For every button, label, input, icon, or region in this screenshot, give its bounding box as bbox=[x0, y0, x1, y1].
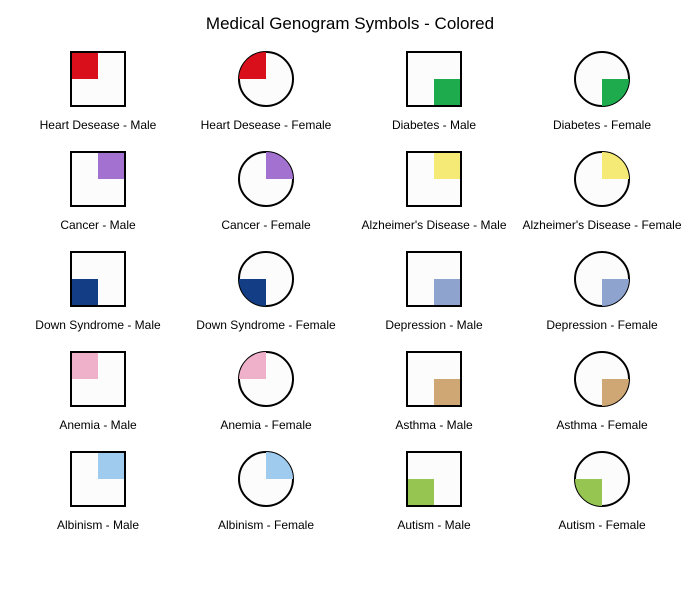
square-icon bbox=[70, 240, 126, 318]
square-icon bbox=[406, 440, 462, 518]
symbol-label: Cancer - Male bbox=[60, 218, 135, 232]
genogram-symbol: Heart Desease - Male bbox=[14, 40, 182, 132]
symbol-label: Heart Desease - Male bbox=[40, 118, 157, 132]
symbol-label: Albinism - Male bbox=[57, 518, 139, 532]
genogram-symbol: Depression - Male bbox=[350, 240, 518, 332]
symbol-label: Alzheimer's Disease - Male bbox=[361, 218, 506, 232]
circle-icon bbox=[574, 140, 630, 218]
genogram-symbol: Anemia - Female bbox=[182, 340, 350, 432]
symbol-label: Autism - Female bbox=[558, 518, 645, 532]
circle-icon bbox=[238, 340, 294, 418]
symbol-label: Diabetes - Male bbox=[392, 118, 476, 132]
page-title: Medical Genogram Symbols - Colored bbox=[0, 0, 700, 40]
symbol-label: Heart Desease - Female bbox=[201, 118, 332, 132]
symbol-label: Alzheimer's Disease - Female bbox=[522, 218, 681, 232]
genogram-symbol: Cancer - Male bbox=[14, 140, 182, 232]
genogram-symbol: Asthma - Male bbox=[350, 340, 518, 432]
square-icon bbox=[70, 140, 126, 218]
symbol-label: Depression - Male bbox=[385, 318, 482, 332]
symbol-label: Anemia - Male bbox=[59, 418, 136, 432]
square-icon bbox=[70, 40, 126, 118]
square-icon bbox=[406, 140, 462, 218]
circle-icon bbox=[574, 440, 630, 518]
symbol-label: Depression - Female bbox=[546, 318, 657, 332]
genogram-symbol: Cancer - Female bbox=[182, 140, 350, 232]
symbol-label: Down Syndrome - Female bbox=[196, 318, 335, 332]
square-icon bbox=[70, 340, 126, 418]
circle-icon bbox=[238, 140, 294, 218]
symbol-label: Down Syndrome - Male bbox=[35, 318, 160, 332]
circle-icon bbox=[238, 240, 294, 318]
genogram-symbol: Alzheimer's Disease - Male bbox=[350, 140, 518, 232]
square-icon bbox=[406, 40, 462, 118]
symbol-label: Anemia - Female bbox=[220, 418, 311, 432]
circle-icon bbox=[574, 340, 630, 418]
square-icon bbox=[406, 340, 462, 418]
square-icon bbox=[406, 240, 462, 318]
genogram-symbol: Autism - Male bbox=[350, 440, 518, 532]
genogram-symbol: Diabetes - Female bbox=[518, 40, 686, 132]
genogram-symbol: Asthma - Female bbox=[518, 340, 686, 432]
symbol-label: Asthma - Male bbox=[395, 418, 472, 432]
square-icon bbox=[70, 440, 126, 518]
genogram-symbol: Heart Desease - Female bbox=[182, 40, 350, 132]
symbol-label: Asthma - Female bbox=[556, 418, 647, 432]
genogram-symbol: Down Syndrome - Male bbox=[14, 240, 182, 332]
genogram-symbol: Albinism - Female bbox=[182, 440, 350, 532]
genogram-symbol: Down Syndrome - Female bbox=[182, 240, 350, 332]
symbol-label: Albinism - Female bbox=[218, 518, 314, 532]
symbol-label: Diabetes - Female bbox=[553, 118, 651, 132]
circle-icon bbox=[238, 40, 294, 118]
genogram-symbol: Diabetes - Male bbox=[350, 40, 518, 132]
symbol-label: Autism - Male bbox=[397, 518, 470, 532]
circle-icon bbox=[574, 240, 630, 318]
circle-icon bbox=[574, 40, 630, 118]
genogram-symbol: Alzheimer's Disease - Female bbox=[518, 140, 686, 232]
genogram-symbol: Autism - Female bbox=[518, 440, 686, 532]
circle-icon bbox=[238, 440, 294, 518]
genogram-symbol: Albinism - Male bbox=[14, 440, 182, 532]
genogram-symbol: Anemia - Male bbox=[14, 340, 182, 432]
symbol-grid: Heart Desease - Male Heart Desease - Fem… bbox=[0, 40, 700, 542]
symbol-label: Cancer - Female bbox=[221, 218, 310, 232]
genogram-symbol: Depression - Female bbox=[518, 240, 686, 332]
